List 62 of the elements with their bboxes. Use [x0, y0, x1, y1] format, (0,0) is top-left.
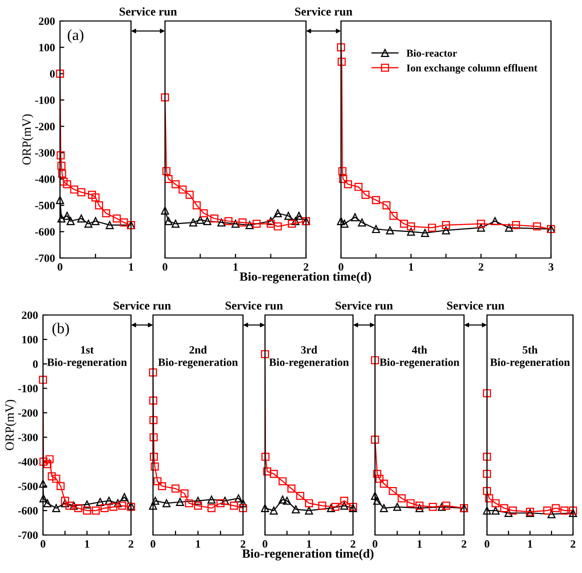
- text: 5th Bio-regeneration: [490, 346, 570, 368]
- y-tick-label: -600: [35, 228, 55, 236]
- x-axis-title: Bio-regeneration time(d): [240, 272, 371, 284]
- y-tick-label: 100: [39, 44, 55, 52]
- x-tick-label: 2: [304, 263, 308, 271]
- y-tick-label: -600: [18, 507, 38, 515]
- y-tick-label: -500: [35, 202, 55, 210]
- x-tick-label: 2: [240, 540, 246, 548]
- legend-label: Ion exchange column effluent: [406, 64, 538, 74]
- y-tick-label: -700: [35, 254, 55, 262]
- y-axis-title: ORP(mV): [5, 400, 16, 450]
- x-tick-label: 0: [338, 263, 344, 271]
- x-tick-label: 1: [418, 540, 422, 548]
- x-tick-label: 2: [128, 540, 134, 548]
- text: 3rd Bio-regeneration: [269, 346, 349, 368]
- y-tick-label: -200: [18, 409, 38, 417]
- y-tick-label: -300: [35, 149, 55, 157]
- y-tick-label: -700: [18, 531, 38, 539]
- y-tick-label: -400: [18, 458, 38, 466]
- x-tick-label: 2: [462, 540, 466, 548]
- text: 4th Bio-regeneration: [380, 346, 460, 368]
- x-axis-title: Bio-regeneration time(d): [242, 549, 374, 560]
- text: 2nd Bio-regeneration: [158, 346, 238, 368]
- text: 1st Bio-regeneration: [47, 346, 127, 368]
- x-tick-label: 0: [150, 540, 156, 548]
- annotation: (a): [68, 29, 84, 44]
- chart-title: Service run: [120, 7, 177, 16]
- y-axis-title: ORP(mV): [22, 114, 34, 165]
- x-tick-label: 1: [409, 263, 414, 271]
- x-tick-label: 2: [570, 540, 576, 548]
- x-tick-label: 0: [162, 263, 168, 271]
- y-tick-label: -400: [35, 175, 55, 183]
- x-tick-label: 0: [484, 540, 490, 548]
- y-tick-label: 0: [33, 360, 38, 368]
- x-tick-label: 1: [85, 540, 90, 548]
- y-tick-label: -100: [18, 384, 38, 392]
- chart-title: Service run: [226, 301, 283, 310]
- chart-title: Service run: [447, 301, 504, 310]
- y-tick-label: -200: [35, 122, 55, 130]
- y-tick-label: 200: [22, 311, 38, 319]
- y-tick-label: -300: [18, 434, 38, 442]
- x-tick-label: 1: [196, 540, 200, 548]
- y-tick-label: -100: [35, 96, 55, 104]
- x-tick-label: 2: [350, 540, 356, 548]
- chart-title: Service run: [336, 301, 393, 310]
- annotation: (b): [52, 322, 69, 337]
- x-tick-label: 0: [262, 540, 268, 548]
- x-tick-label: 1: [528, 540, 532, 548]
- y-tick-label: -500: [18, 482, 38, 490]
- y-tick-label: 100: [22, 336, 38, 344]
- chart-title: Service run: [114, 301, 171, 310]
- x-tick-label: 1: [234, 263, 238, 271]
- y-tick-label: 0: [50, 70, 55, 78]
- legend-label: Bio-reactor: [406, 49, 457, 57]
- x-tick-label: 1: [307, 540, 312, 548]
- chart-title: Service run: [295, 7, 352, 16]
- x-tick-label: 3: [548, 263, 554, 271]
- x-tick-label: 0: [372, 540, 378, 548]
- y-tick-label: 200: [38, 17, 55, 25]
- x-tick-label: 2: [478, 263, 484, 271]
- x-tick-label: 1: [129, 263, 134, 271]
- x-tick-label: 0: [58, 263, 62, 271]
